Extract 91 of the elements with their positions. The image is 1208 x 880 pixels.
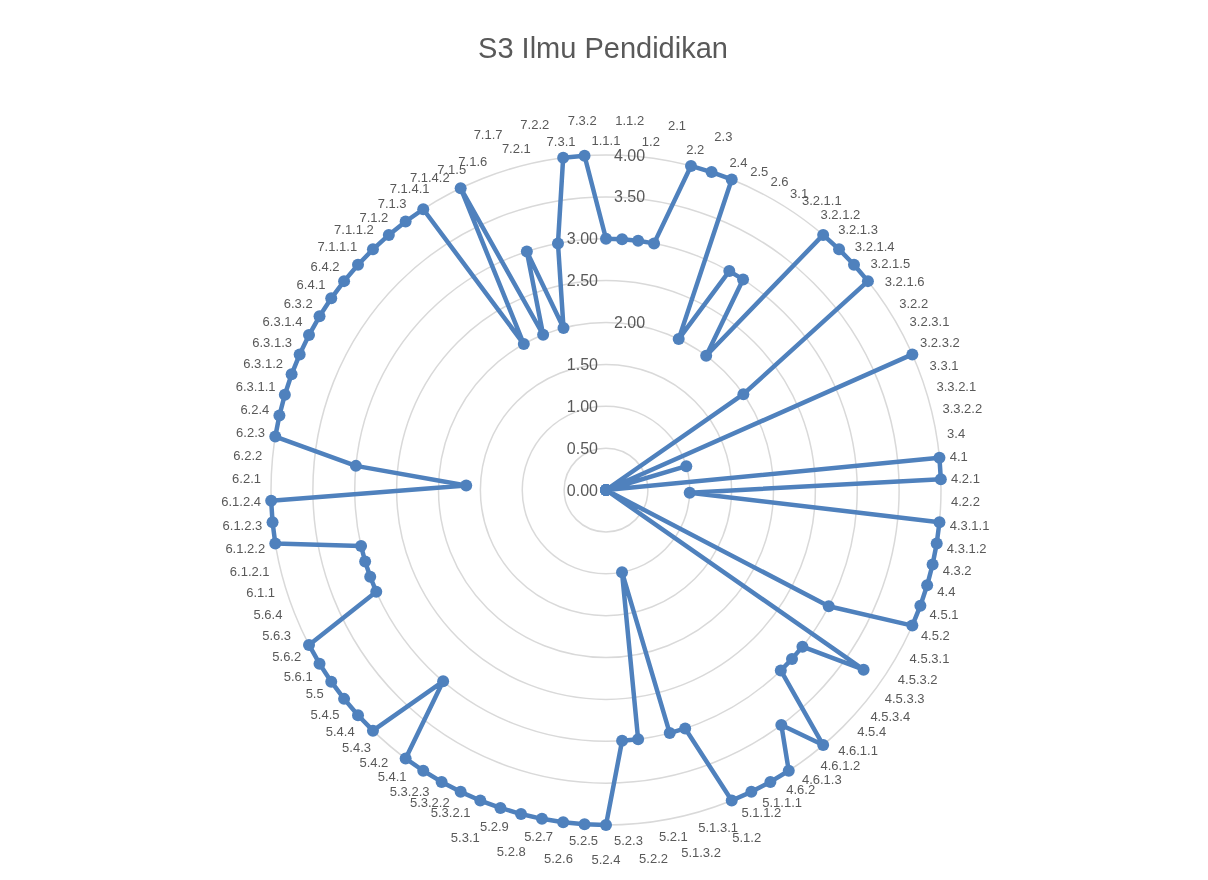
y-tick-label: 0.00 xyxy=(566,481,599,499)
spoke-label: 5.5 xyxy=(305,685,324,701)
spoke-label: 6.1.2.2 xyxy=(225,540,266,556)
spoke-label: 4.6.1.2 xyxy=(820,757,861,773)
spoke-label: 3.3.2.1 xyxy=(936,378,977,394)
spoke-label: 7.2.1 xyxy=(501,140,531,156)
chart-title: S3 Ilmu Pendidikan xyxy=(477,32,729,65)
spoke-label: 5.4.5 xyxy=(310,706,340,722)
spoke-label: 5.2.3 xyxy=(614,832,643,848)
spoke-label: 6.1.2.3 xyxy=(222,517,263,533)
spoke-label: 5.6.4 xyxy=(253,606,283,622)
spoke-label: 4.5.1 xyxy=(929,606,959,622)
spoke-label: 6.3.1.4 xyxy=(262,313,303,329)
spoke-label: 5.2.7 xyxy=(524,828,554,844)
spoke-label: 5.4.4 xyxy=(325,723,355,739)
spoke-label: 3.2.1.6 xyxy=(884,274,925,290)
spoke-label: 6.4.2 xyxy=(310,258,340,274)
spoke-label: 5.6.2 xyxy=(272,649,302,665)
spoke-label: 3.2.1.4 xyxy=(854,238,895,254)
spoke-label: 1.1.2 xyxy=(615,112,645,128)
spoke-label: 4.1 xyxy=(949,448,968,464)
spoke-label: 4.5.4 xyxy=(857,723,887,739)
y-tick-label: 1.00 xyxy=(566,397,599,415)
spoke-label: 4.5.3.1 xyxy=(909,651,950,667)
spoke-label: 5.4.3 xyxy=(342,740,372,756)
spoke-label: 4.4 xyxy=(937,583,956,599)
spoke-label: 7.1.1.2 xyxy=(334,222,374,238)
spoke-label: 4.3.1.2 xyxy=(946,540,987,556)
spoke-label: 6.2.2 xyxy=(233,448,263,463)
spoke-label: 7.1.1.1 xyxy=(317,238,358,254)
y-tick-label: 0.50 xyxy=(566,439,599,457)
spoke-label: 5.6.1 xyxy=(283,669,313,685)
spoke-label: 4.6.1.1 xyxy=(838,742,878,758)
spoke-label: 6.3.2 xyxy=(283,295,313,311)
spoke-label: 3.3.2.2 xyxy=(942,401,983,417)
spoke-label: 5.2.5 xyxy=(569,832,598,848)
spoke-label: 7.2.2 xyxy=(520,116,550,132)
spoke-label: 3.2.3.2 xyxy=(920,334,960,350)
spoke-label: 3.2.1.5 xyxy=(870,255,911,271)
spoke-label: 7.1.2 xyxy=(359,209,389,225)
spoke-label: 4.3.2 xyxy=(942,562,972,578)
spoke-label: 7.3.1 xyxy=(546,133,576,149)
spoke-label: 2.2 xyxy=(686,142,705,158)
y-tick-label: 3.50 xyxy=(614,188,646,206)
spoke-label: 3.3.1 xyxy=(929,358,959,374)
spoke-label: 2.5 xyxy=(750,164,769,180)
y-tick-label: 2.00 xyxy=(614,314,646,332)
y-tick-label: 1.50 xyxy=(566,355,599,373)
spoke-label: 1.1.1 xyxy=(591,132,621,148)
spoke-label: 5.2.1 xyxy=(658,828,688,844)
spoke-label: 4.5.3.3 xyxy=(884,690,925,706)
spoke-label: 5.1.3.2 xyxy=(681,845,721,861)
spoke-label: 6.1.2.1 xyxy=(229,563,270,579)
spoke-label: 4.2.2 xyxy=(950,494,980,510)
spoke-label: 4.2.1 xyxy=(950,471,980,487)
spoke-label: 5.2.8 xyxy=(496,843,526,859)
spoke-label: 3.2.1.3 xyxy=(838,222,878,238)
spoke-label: 3.2.3.1 xyxy=(909,313,950,329)
y-tick-label: 3.00 xyxy=(566,230,599,248)
spoke-label: 6.3.1.3 xyxy=(252,334,292,350)
spoke-label: 5.3.1 xyxy=(450,830,480,846)
spoke-label: 5.4.1 xyxy=(377,769,407,785)
spoke-label: 5.2.6 xyxy=(544,851,573,867)
spoke-label: 5.2.4 xyxy=(591,852,621,868)
spoke-label: 6.1.2.4 xyxy=(221,494,262,510)
spoke-label: 7.3.2 xyxy=(567,112,597,128)
spoke-label: 6.2.1 xyxy=(232,471,262,487)
spoke-label: 4.3.1.1 xyxy=(949,517,990,533)
spoke-label: 3.2.2 xyxy=(899,295,929,311)
spoke-label: 5.2.9 xyxy=(479,818,509,834)
spoke-label: 4.5.2 xyxy=(920,628,950,644)
spoke-label: 2.6 xyxy=(770,174,789,190)
spoke-label: 6.3.1.2 xyxy=(243,356,284,372)
spoke-label: 6.2.3 xyxy=(236,425,266,441)
spoke-label: 2.1 xyxy=(667,117,687,133)
spoke-label: 7.1.7 xyxy=(473,127,503,143)
spoke-label: 5.2.2 xyxy=(639,851,668,867)
spoke-label: 6.4.1 xyxy=(296,276,326,292)
spoke-label: 2.3 xyxy=(714,129,733,145)
spoke-label: 3.2.1.2 xyxy=(820,207,861,223)
spoke-label: 4.5.3.2 xyxy=(897,671,938,687)
spoke-label: 6.3.1.1 xyxy=(235,378,276,394)
spoke-label: 6.1.1 xyxy=(246,585,276,601)
y-tick-label: 2.50 xyxy=(566,272,599,290)
spoke-label: 4.5.3.4 xyxy=(870,709,911,725)
spoke-label: 2.4 xyxy=(729,155,748,171)
spoke-label: 5.4.2 xyxy=(359,755,389,771)
spoke-label: 5.6.3 xyxy=(262,628,292,644)
spoke-label: 7.1.3 xyxy=(377,196,407,211)
spoke-label: 3.4 xyxy=(947,425,966,441)
spoke-label: 6.2.4 xyxy=(240,402,270,418)
